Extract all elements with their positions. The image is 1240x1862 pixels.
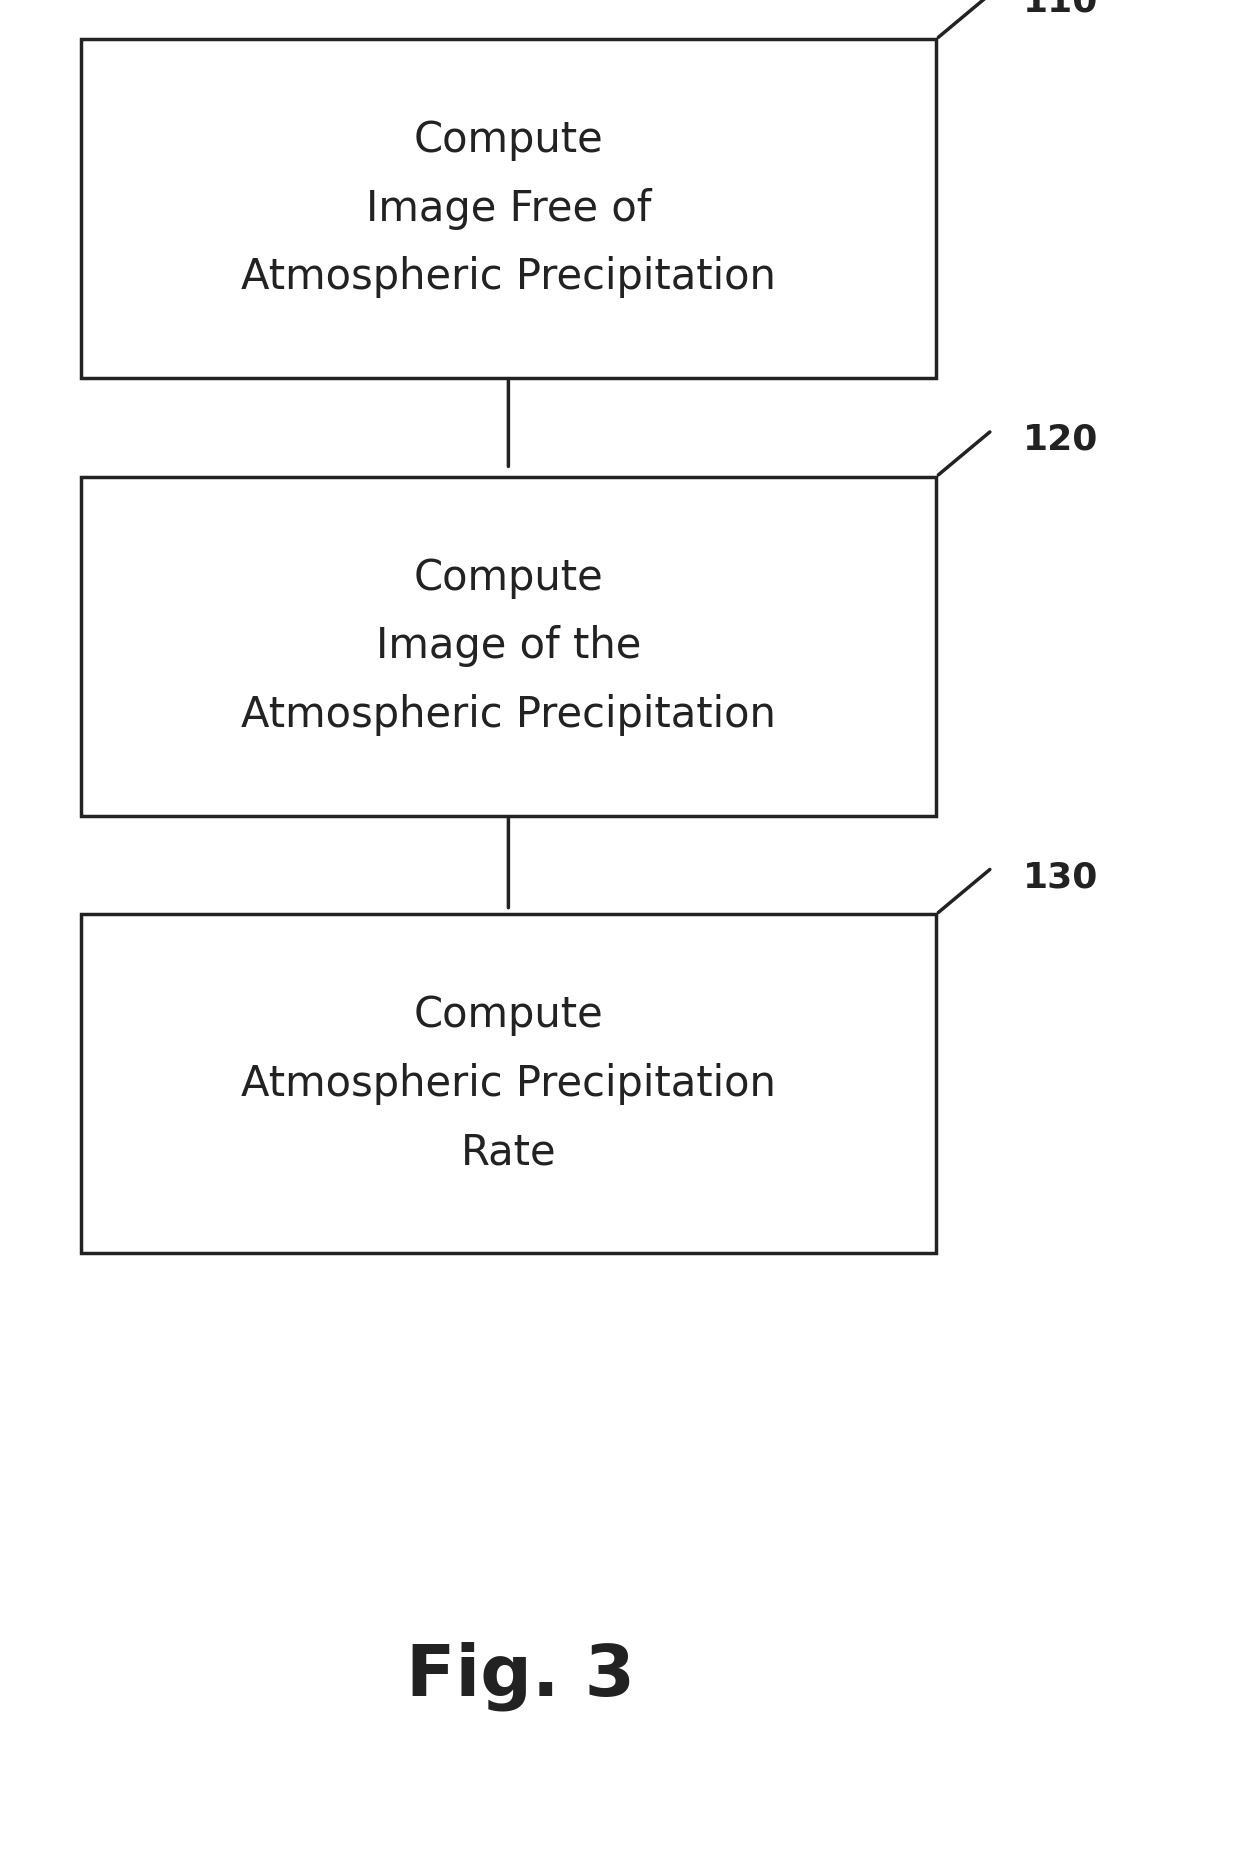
Bar	[81, 39, 936, 378]
Bar	[81, 477, 936, 816]
Text: Fig. 3: Fig. 3	[407, 1640, 635, 1711]
Text: 110: 110	[1023, 0, 1099, 19]
Text: Compute
Image of the
Atmospheric Precipitation: Compute Image of the Atmospheric Precipi…	[241, 557, 776, 735]
Text: Compute
Atmospheric Precipitation
Rate: Compute Atmospheric Precipitation Rate	[241, 994, 776, 1173]
Text: Compute
Image Free of
Atmospheric Precipitation: Compute Image Free of Atmospheric Precip…	[241, 119, 776, 298]
Text: 130: 130	[1023, 860, 1099, 894]
Bar	[81, 914, 936, 1253]
Text: 120: 120	[1023, 423, 1099, 456]
